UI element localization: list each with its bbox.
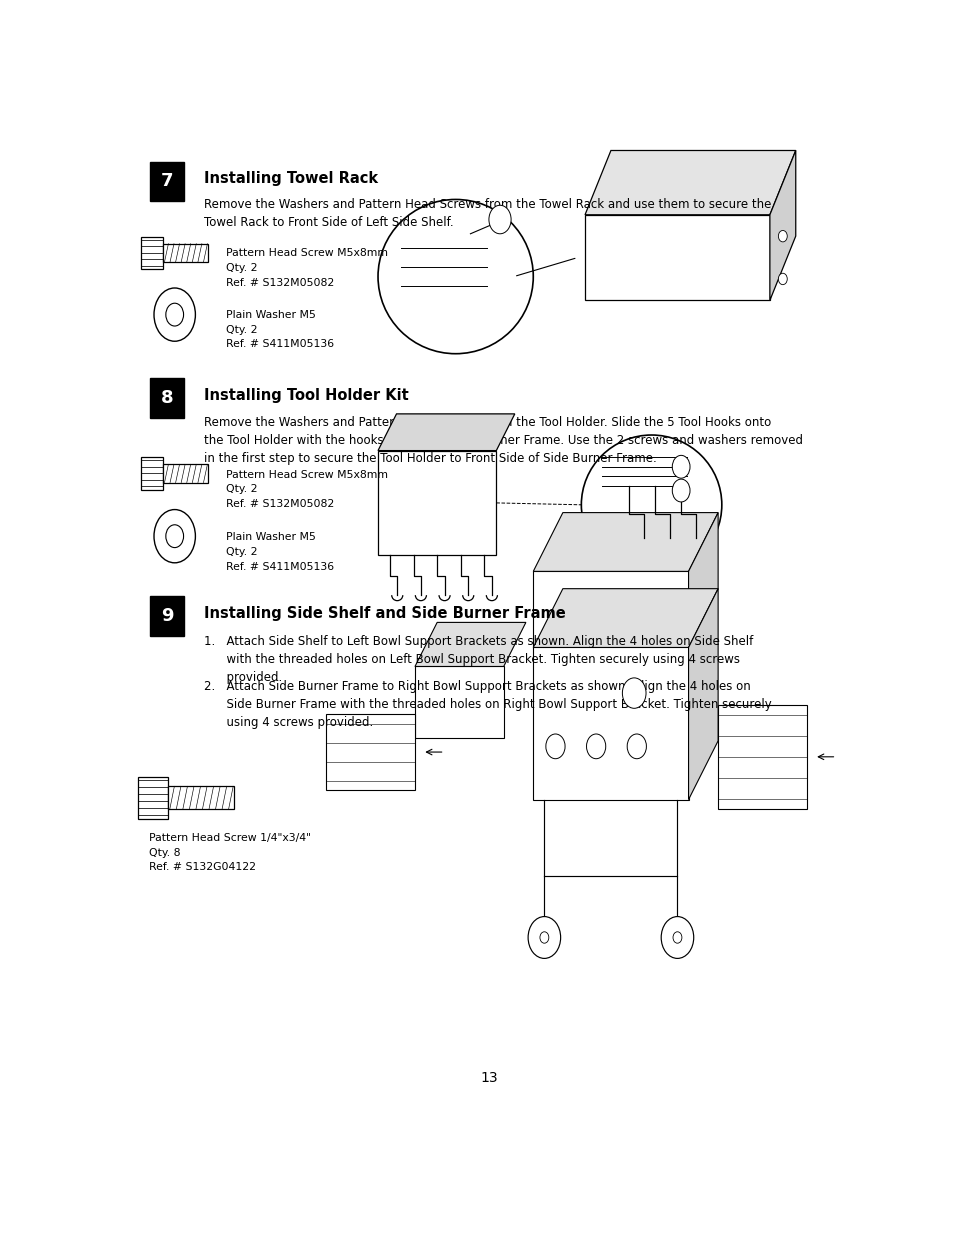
Polygon shape xyxy=(769,151,795,300)
Text: Plain Washer M5
Qty. 2
Ref. # S411M05136: Plain Washer M5 Qty. 2 Ref. # S411M05136 xyxy=(226,310,335,350)
Text: Installing Towel Rack: Installing Towel Rack xyxy=(204,172,378,186)
Circle shape xyxy=(621,678,645,709)
Polygon shape xyxy=(377,414,515,451)
Bar xyxy=(584,215,769,300)
Circle shape xyxy=(153,510,195,563)
Circle shape xyxy=(672,931,681,944)
Text: 13: 13 xyxy=(479,1071,497,1086)
Polygon shape xyxy=(584,151,795,215)
Text: 1.   Attach Side Shelf to Left Bowl Support Brackets as shown. Align the 4 holes: 1. Attach Side Shelf to Left Bowl Suppor… xyxy=(204,635,753,684)
Bar xyxy=(141,237,163,269)
Bar xyxy=(718,704,806,809)
Text: 8: 8 xyxy=(161,389,173,408)
Circle shape xyxy=(672,479,689,501)
Circle shape xyxy=(166,525,183,547)
Bar xyxy=(326,714,415,790)
Polygon shape xyxy=(688,589,718,799)
Bar xyxy=(137,777,169,819)
Circle shape xyxy=(166,304,183,326)
Bar xyxy=(151,378,184,419)
Circle shape xyxy=(545,734,564,758)
Circle shape xyxy=(672,456,689,478)
Circle shape xyxy=(488,205,511,233)
Bar xyxy=(141,457,163,489)
Bar xyxy=(415,667,503,737)
Bar xyxy=(151,162,184,201)
Text: Pattern Head Screw M5x8mm
Qty. 2
Ref. # S132M05082: Pattern Head Screw M5x8mm Qty. 2 Ref. # … xyxy=(226,248,388,288)
Bar xyxy=(377,451,496,556)
Bar xyxy=(163,464,208,483)
Bar xyxy=(169,787,233,809)
Text: 9: 9 xyxy=(161,608,173,625)
Text: Installing Side Shelf and Side Burner Frame: Installing Side Shelf and Side Burner Fr… xyxy=(204,605,565,621)
Text: 2.   Attach Side Burner Frame to Right Bowl Support Brackets as shown. Align the: 2. Attach Side Burner Frame to Right Bow… xyxy=(204,679,771,729)
Circle shape xyxy=(528,916,560,958)
Text: 7: 7 xyxy=(161,173,173,190)
Text: Remove the Washers and Pattern Head Screws from the Tool Holder. Slide the 5 Too: Remove the Washers and Pattern Head Scre… xyxy=(204,416,802,466)
Circle shape xyxy=(778,273,786,284)
Bar xyxy=(163,243,208,262)
Circle shape xyxy=(153,288,195,341)
Text: Pattern Head Screw M5x8mm
Qty. 2
Ref. # S132M05082: Pattern Head Screw M5x8mm Qty. 2 Ref. # … xyxy=(226,469,388,509)
Text: Remove the Washers and Pattern Head Screws from the Towel Rack and use them to s: Remove the Washers and Pattern Head Scre… xyxy=(204,198,771,228)
Ellipse shape xyxy=(377,199,533,353)
Circle shape xyxy=(539,931,548,944)
Text: Pattern Head Screw 1/4"x3/4"
Qty. 8
Ref. # S132G04122: Pattern Head Screw 1/4"x3/4" Qty. 8 Ref.… xyxy=(149,832,311,872)
Circle shape xyxy=(778,231,786,242)
Circle shape xyxy=(626,734,646,758)
Circle shape xyxy=(586,734,605,758)
Polygon shape xyxy=(533,513,718,572)
Polygon shape xyxy=(688,513,718,647)
Bar xyxy=(151,597,184,636)
Bar xyxy=(533,647,688,799)
Ellipse shape xyxy=(580,435,721,574)
Bar xyxy=(533,572,688,647)
Polygon shape xyxy=(533,589,718,647)
Circle shape xyxy=(660,916,693,958)
Text: Installing Tool Holder Kit: Installing Tool Holder Kit xyxy=(204,388,409,403)
Polygon shape xyxy=(415,622,525,667)
Text: Plain Washer M5
Qty. 2
Ref. # S411M05136: Plain Washer M5 Qty. 2 Ref. # S411M05136 xyxy=(226,532,335,572)
